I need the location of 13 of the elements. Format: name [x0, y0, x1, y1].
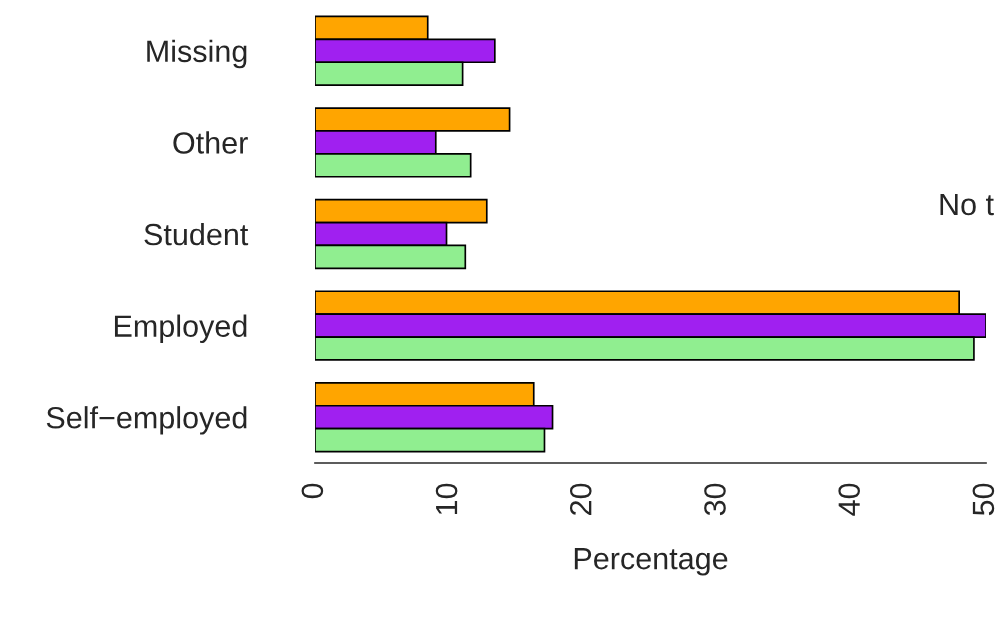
x-tick-label: 50	[972, 483, 995, 516]
y-tick-label: Student	[144, 222, 249, 246]
x-tick-label: 30	[704, 483, 726, 516]
x-tick-label: 0	[301, 483, 324, 499]
y-tick-label: Missing	[147, 39, 247, 69]
x-tick-label: 20	[569, 483, 592, 515]
x-tick-label: 10	[435, 483, 458, 515]
y-tick-label: Other	[173, 131, 248, 154]
x-axis-title: Percentage	[574, 548, 728, 576]
annotation: No t	[940, 193, 994, 216]
y-tick-label: Employed	[114, 314, 247, 344]
x-tick-label: 40	[838, 483, 860, 516]
y-tick-label: Self−employed	[46, 406, 247, 435]
